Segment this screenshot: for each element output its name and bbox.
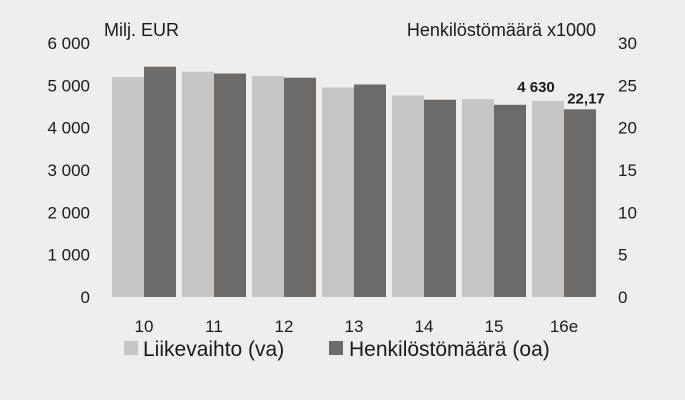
left-axis-unit: Milj. EUR: [104, 20, 179, 40]
bar-liikevaihto-10: [112, 76, 144, 297]
bar-henkilostomaara-12: [284, 77, 316, 297]
right-tick-label: 5: [618, 246, 627, 265]
left-axis: 0 1 000 2 000 3 000 4 000 5 000 6 000: [47, 34, 90, 307]
x-tick-label: 12: [275, 317, 294, 336]
x-tick-label: 14: [415, 317, 434, 336]
bar-liikevaihto-14: [392, 95, 424, 297]
bar-henkilostomaara-15: [494, 104, 526, 297]
right-tick-label: 25: [618, 76, 637, 95]
bar-henkilostomaara-16e: [564, 109, 596, 297]
legend-swatch: [329, 341, 343, 355]
x-axis: 10 11 12 13 14 15 16e: [135, 317, 579, 336]
left-tick-label: 1 000: [47, 246, 90, 265]
right-axis-unit: Henkilöstömäärä x1000: [407, 20, 596, 40]
bar-henkilostomaara-14: [424, 99, 456, 297]
right-tick-label: 15: [618, 161, 637, 180]
legend-label: Liikevaihto (va): [143, 338, 284, 361]
data-labels: 4 630 22,17: [517, 79, 605, 107]
left-tick-label: 6 000: [47, 34, 90, 53]
bar-henkilostomaara-10: [144, 66, 176, 297]
bar-liikevaihto-16e: [532, 100, 564, 297]
bar-liikevaihto-13: [322, 87, 354, 297]
x-tick-label: 10: [135, 317, 154, 336]
legend-swatch: [124, 341, 138, 355]
legend: Liikevaihto (va) Henkilöstömäärä (oa): [124, 338, 550, 361]
legend-label: Henkilöstömäärä (oa): [349, 338, 550, 361]
bars: [112, 66, 596, 298]
bar-henkilostomaara-11: [214, 73, 246, 297]
bar-henkilostomaara-13: [354, 84, 386, 297]
data-label: 22,17: [567, 90, 605, 107]
left-tick-label: 4 000: [47, 119, 90, 138]
right-tick-label: 20: [618, 119, 637, 138]
left-tick-label: 0: [81, 288, 90, 307]
x-tick-label: 16e: [550, 317, 578, 336]
x-tick-label: 15: [485, 317, 504, 336]
right-tick-label: 30: [618, 34, 637, 53]
x-tick-label: 13: [345, 317, 364, 336]
left-tick-label: 3 000: [47, 161, 90, 180]
right-tick-label: 10: [618, 203, 637, 222]
right-tick-label: 0: [618, 288, 627, 307]
left-tick-label: 2 000: [47, 203, 90, 222]
bar-liikevaihto-15: [462, 98, 494, 297]
bar-liikevaihto-11: [182, 71, 214, 297]
right-axis: 0 5 10 15 20 25 30: [618, 34, 637, 307]
bar-liikevaihto-12: [252, 76, 284, 298]
left-tick-label: 5 000: [47, 76, 90, 95]
data-label: 4 630: [517, 79, 555, 96]
x-tick-label: 11: [205, 317, 223, 336]
